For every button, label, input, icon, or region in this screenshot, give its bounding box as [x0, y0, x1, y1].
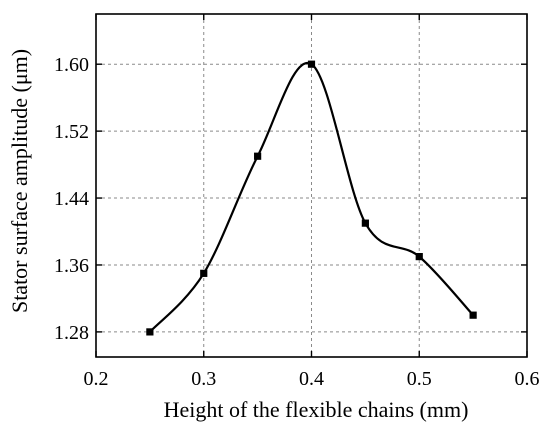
y-tick-label: 1.44 — [54, 188, 89, 210]
y-tick-label: 1.28 — [54, 322, 89, 344]
x-tick-label: 0.3 — [191, 368, 216, 390]
x-tick-label: 0.6 — [515, 368, 540, 390]
y-tick-labels: 1.28 1.36 1.44 1.52 1.60 — [54, 54, 89, 344]
x-axis-title: Height of the flexible chains (mm) — [164, 397, 469, 422]
y-tick-label: 1.52 — [54, 121, 89, 143]
y-tick-label: 1.60 — [54, 54, 89, 76]
plot-frame — [95, 13, 528, 358]
data-point-marker — [146, 328, 154, 336]
data-point-marker — [415, 253, 423, 261]
data-point-marker — [200, 269, 208, 277]
x-tick-label: 0.2 — [84, 368, 109, 390]
data-point-marker — [307, 60, 316, 68]
data-point-marker — [361, 219, 369, 227]
y-tick-label: 1.36 — [54, 255, 89, 277]
data-point-marker — [469, 311, 477, 319]
x-tick-label: 0.4 — [299, 368, 324, 390]
y-axis-title: Stator surface amplitude (μm) — [7, 49, 32, 313]
data-point-marker — [254, 152, 262, 160]
axis-ticks — [95, 14, 528, 357]
x-tick-label: 0.5 — [407, 368, 432, 390]
data-markers — [146, 60, 477, 336]
x-tick-labels: 0.2 0.3 0.4 0.5 0.6 — [84, 368, 540, 390]
